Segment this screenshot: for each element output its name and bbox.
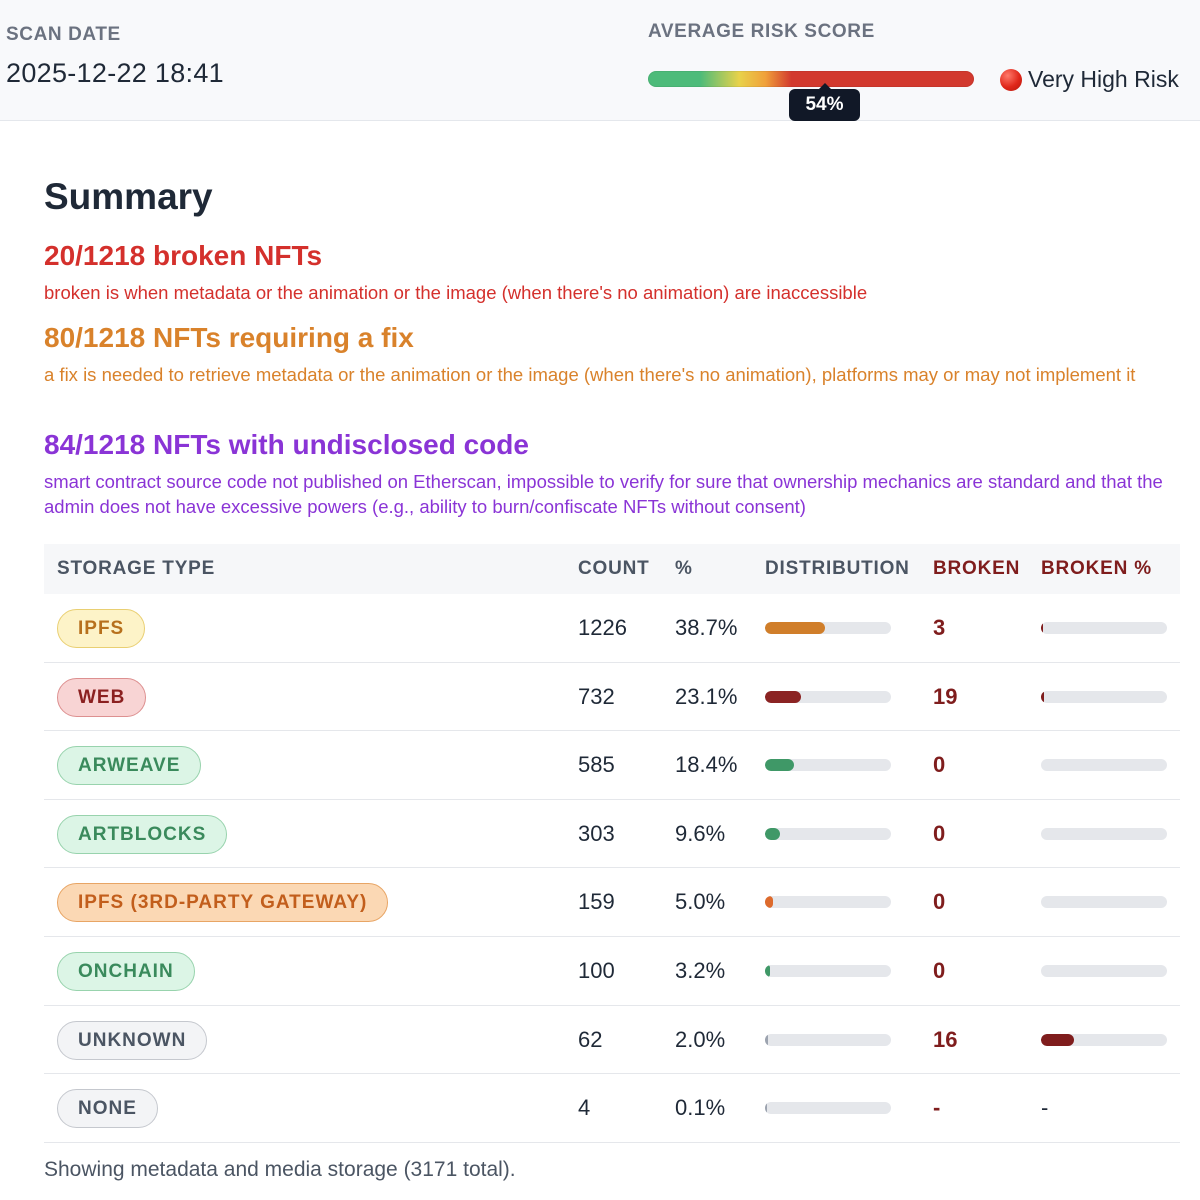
table-footer-note: Showing metadata and media storage (3171…	[44, 1158, 516, 1181]
distribution-bar-fill	[765, 896, 773, 909]
percent-cell: 18.4%	[675, 752, 738, 778]
summary-title: Summary	[44, 176, 213, 217]
risk-level: Very High Risk	[1000, 66, 1179, 93]
broken-percent-bar-fill	[1041, 690, 1045, 703]
risk-score-label: AVERAGE RISK SCORE	[648, 21, 875, 42]
broken-count-cell: 19	[933, 683, 958, 709]
broken-count-cell: 0	[933, 752, 946, 778]
broken-percent-cell: -	[1041, 1095, 1049, 1121]
table-row: ARWEAVE 585 18.4% 0	[44, 731, 1180, 800]
storage-type-badge: ONCHAIN	[57, 951, 195, 991]
count-cell: 4	[578, 1095, 591, 1121]
table-row: ONCHAIN 100 3.2% 0	[44, 937, 1180, 1006]
distribution-bar	[765, 1102, 891, 1115]
scan-date-label: SCAN DATE	[6, 24, 121, 45]
storage-type-badge: IPFS (3RD-PARTY GATEWAY)	[57, 883, 389, 923]
percent-cell: 9.6%	[675, 820, 726, 846]
broken-percent-bar	[1041, 896, 1167, 909]
risk-score-tooltip: 54%	[789, 83, 860, 121]
distribution-bar-fill	[765, 1033, 769, 1046]
broken-percent-bar	[1041, 964, 1167, 977]
broken-percent-bar-fill	[1041, 622, 1043, 634]
count-cell: 62	[578, 1026, 603, 1052]
table-row: IPFS 1226 38.7% 3	[44, 594, 1180, 663]
percent-cell: 5.0%	[675, 889, 726, 915]
storage-type-badge: NONE	[57, 1089, 158, 1129]
percent-cell: 23.1%	[675, 683, 738, 709]
col-broken-percent[interactable]: BROKEN %	[1041, 558, 1152, 579]
fix-required-description: a fix is needed to retrieve metadata or …	[44, 364, 1136, 385]
percent-cell: 3.2%	[675, 957, 726, 983]
table-row: UNKNOWN 62 2.0% 16	[44, 1006, 1180, 1075]
col-percent[interactable]: %	[675, 558, 693, 579]
distribution-bar	[765, 827, 891, 840]
broken-percent-bar	[1041, 1033, 1167, 1046]
col-storage-type[interactable]: STORAGE TYPE	[57, 558, 216, 579]
storage-type-badge: IPFS	[57, 609, 146, 648]
broken-nfts-title: 20/1218 broken NFTs	[44, 240, 323, 271]
distribution-bar-fill	[765, 1102, 767, 1115]
storage-table: STORAGE TYPE COUNT % DISTRIBUTION BROKEN…	[44, 544, 1180, 1143]
count-cell: 585	[578, 752, 615, 778]
distribution-bar-fill	[765, 690, 802, 703]
distribution-bar	[765, 690, 891, 703]
col-distribution[interactable]: DISTRIBUTION	[765, 558, 910, 579]
report-header: SCAN DATE 2025-12-22 18:41 AVERAGE RISK …	[0, 0, 1200, 121]
undisclosed-code-title: 84/1218 NFTs with undisclosed code	[44, 429, 529, 460]
table-row: ARTBLOCKS 303 9.6% 0	[44, 800, 1180, 869]
red-circle-icon	[1000, 68, 1022, 91]
broken-count-cell: 0	[933, 957, 946, 983]
broken-nfts-description: broken is when metadata or the animation…	[44, 282, 868, 303]
table-row: IPFS (3RD-PARTY GATEWAY) 159 5.0% 0	[44, 868, 1180, 937]
undisclosed-code-description: smart contract source code not published…	[44, 471, 1163, 517]
table-body: IPFS 1226 38.7% 3 WEB 732 23.1% 19 ARWEAVE 585 18.…	[44, 594, 1180, 1143]
broken-percent-bar	[1041, 827, 1167, 840]
distribution-bar	[765, 1033, 891, 1046]
distribution-bar-fill	[765, 622, 826, 634]
count-cell: 159	[578, 889, 615, 915]
table-row: NONE 4 0.1% - -	[44, 1074, 1180, 1143]
distribution-bar	[765, 759, 891, 772]
distribution-bar	[765, 622, 891, 634]
distribution-bar-fill	[765, 827, 780, 840]
distribution-bar	[765, 896, 891, 909]
table-row: WEB 732 23.1% 19	[44, 663, 1180, 732]
percent-cell: 0.1%	[675, 1095, 726, 1121]
count-cell: 732	[578, 683, 615, 709]
count-cell: 100	[578, 957, 615, 983]
storage-type-badge: ARTBLOCKS	[57, 814, 228, 854]
broken-count-cell: 0	[933, 889, 946, 915]
distribution-bar-fill	[765, 759, 794, 772]
col-count[interactable]: COUNT	[578, 558, 650, 579]
percent-cell: 2.0%	[675, 1026, 726, 1052]
broken-count-cell: -	[933, 1095, 941, 1121]
broken-count-cell: 3	[933, 615, 946, 640]
col-broken[interactable]: BROKEN	[933, 558, 1021, 579]
storage-type-badge: ARWEAVE	[57, 746, 202, 786]
storage-type-badge: WEB	[57, 677, 147, 717]
count-cell: 1226	[578, 615, 627, 640]
broken-percent-bar	[1041, 759, 1167, 772]
distribution-bar-fill	[765, 964, 770, 977]
percent-cell: 38.7%	[675, 615, 738, 640]
fix-required-title: 80/1218 NFTs requiring a fix	[44, 322, 414, 353]
broken-percent-bar	[1041, 622, 1167, 634]
broken-count-cell: 16	[933, 1026, 958, 1052]
distribution-bar	[765, 964, 891, 977]
storage-type-badge: UNKNOWN	[57, 1020, 208, 1060]
risk-score-gauge	[648, 71, 974, 87]
broken-percent-bar-fill	[1041, 1033, 1074, 1046]
scan-date-value: 2025-12-22 18:41	[6, 58, 224, 88]
count-cell: 303	[578, 820, 615, 846]
broken-percent-bar	[1041, 690, 1167, 703]
broken-count-cell: 0	[933, 820, 946, 846]
risk-level-text: Very High Risk	[1028, 66, 1179, 92]
table-header: STORAGE TYPE COUNT % DISTRIBUTION BROKEN…	[44, 544, 1180, 594]
